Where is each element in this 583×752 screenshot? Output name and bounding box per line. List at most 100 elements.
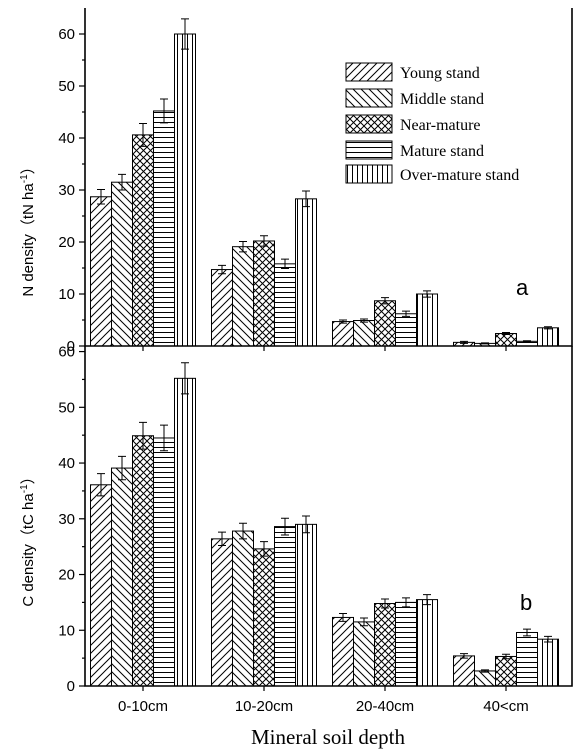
panel-a-y-tick-label-20: 20 [58, 234, 75, 251]
legend-label-middle-stand: Middle stand [400, 91, 484, 108]
panel-b-bar-near-mature-0-10cm [132, 435, 154, 687]
panel-b-error-bar-middle-stand-40-cm [481, 669, 489, 673]
panel-b-frame [84, 346, 573, 687]
panel-a-error-bar-mature-stand-20-40cm [402, 310, 410, 317]
legend: Young stand Middle stand Near-mature Mat… [345, 62, 519, 184]
panel-a-bar-young-stand-10-20cm [211, 269, 233, 347]
panel-b-error-bar-middle-stand-0-10cm [118, 455, 126, 481]
panel-a-frame [84, 8, 573, 347]
panel-a-bar-mature-stand-20-40cm [395, 313, 417, 347]
panel-b-error-bar-over-mature-stand-10-20cm [302, 515, 310, 534]
panel-a: 0 10 20 30 40 50 60 N density（tN ha-1） a Young… [19, 8, 573, 355]
panel-b-error-bar-young-stand-20-40cm [339, 613, 347, 622]
legend-swatch-over-mature-stand [345, 164, 393, 184]
panel-b-y-tick-label-10: 10 [58, 622, 75, 639]
panel-b-bar-mature-stand-40-cm [516, 631, 538, 687]
panel-a-error-bar-middle-stand-40-cm [481, 342, 489, 345]
panel-b-error-bar-mature-stand-0-10cm [160, 424, 168, 452]
panel-a-error-bar-mature-stand-0-10cm [160, 98, 168, 124]
panel-b-error-bar-young-stand-40-cm [460, 653, 468, 659]
panel-a-bar-mature-stand-10-20cm [274, 263, 296, 347]
panel-a-bar-middle-stand-10-20cm [232, 246, 254, 347]
legend-label-mature-stand: Mature stand [400, 143, 484, 160]
panel-a-y-tick-label-50: 50 [58, 78, 75, 95]
x-tick-label-10-20cm: 10-20cm [235, 698, 293, 715]
panel-a-error-bar-young-stand-20-40cm [339, 319, 347, 324]
panel-b-error-bar-mature-stand-20-40cm [402, 597, 410, 608]
panel-b-bar-middle-stand-10-20cm [232, 530, 254, 687]
panel-b-bar-young-stand-40-cm [453, 655, 475, 687]
panel-b-bar-near-mature-20-40cm [374, 603, 396, 687]
panel-a-error-bar-young-stand-0-10cm [97, 188, 105, 205]
panel-b-y-tick-label-60: 60 [58, 344, 75, 361]
legend-swatch-mature-stand [345, 140, 393, 160]
panel-b-error-bar-mature-stand-10-20cm [281, 517, 289, 536]
panel-a-y-tick-label-40: 40 [58, 130, 75, 147]
panel-b-bar-over-mature-stand-0-10cm [174, 377, 196, 687]
x-tick-label-20-40cm: 20-40cm [356, 698, 414, 715]
panel-b-bar-mature-stand-10-20cm [274, 526, 296, 687]
panel-a-y-label: N density（tN ha-1） [19, 159, 37, 296]
panel-b-error-bar-mature-stand-40-cm [523, 628, 531, 637]
panel-a-error-bar-near-mature-20-40cm [381, 297, 389, 305]
panel-b-error-bars [97, 362, 552, 673]
panel-b: 0 10 20 30 40 50 60 C density（tC ha-1） b 0-10c… [19, 344, 573, 715]
panel-a-error-bar-near-mature-0-10cm [139, 122, 147, 147]
panel-b-bar-middle-stand-0-10cm [111, 467, 133, 687]
panel-b-bar-over-mature-stand-10-20cm [295, 523, 317, 687]
panel-b-error-bar-near-mature-20-40cm [381, 598, 389, 609]
panel-a-error-bar-over-mature-stand-40-cm [544, 326, 552, 330]
panel-a-bar-near-mature-10-20cm [253, 240, 275, 347]
panel-a-bar-over-mature-stand-40-cm [537, 327, 559, 347]
panel-b-y-label: C density（tC ha-1） [19, 469, 37, 606]
panel-a-bar-mature-stand-0-10cm [153, 110, 175, 347]
panel-b-error-bar-over-mature-stand-40-cm [544, 635, 552, 643]
panel-b-y-tick-label-20: 20 [58, 567, 75, 584]
panel-b-error-bar-near-mature-10-20cm [260, 541, 268, 557]
panel-b-bar-near-mature-40-cm [495, 655, 517, 687]
panel-a-error-bar-mature-stand-10-20cm [281, 258, 289, 270]
legend-swatch-near-mature [345, 114, 393, 134]
panel-b-y-tick-label-50: 50 [58, 399, 75, 416]
panel-a-bar-near-mature-0-10cm [132, 134, 154, 347]
panel-a-x-ticks [142, 346, 507, 351]
x-axis-title: Mineral soil depth [251, 725, 405, 749]
panel-a-error-bar-near-mature-10-20cm [260, 235, 268, 247]
legend-swatch-young-stand [345, 62, 393, 82]
panel-b-letter: b [520, 590, 532, 615]
panel-b-error-bar-young-stand-10-20cm [218, 531, 226, 547]
panel-a-error-bar-middle-stand-0-10cm [118, 173, 126, 191]
panel-a-y-tick-label-60: 60 [58, 26, 75, 43]
panel-a-letter: a [516, 275, 529, 300]
panel-b-bar-mature-stand-0-10cm [153, 437, 175, 687]
panel-b-bars [90, 377, 559, 687]
panel-b-y-tick-label-40: 40 [58, 455, 75, 472]
panel-a-bar-near-mature-40-cm [495, 333, 517, 347]
panel-b-error-bar-middle-stand-20-40cm [360, 617, 368, 627]
panel-b-error-bar-over-mature-stand-20-40cm [423, 594, 431, 606]
panel-a-error-bar-middle-stand-20-40cm [360, 318, 368, 323]
panel-b-bar-mature-stand-20-40cm [395, 601, 417, 687]
panel-a-y-tick-label-30: 30 [58, 182, 75, 199]
legend-label-over-mature-stand: Over-mature stand [400, 167, 519, 184]
panel-a-error-bar-mature-stand-40-cm [523, 340, 531, 343]
panel-a-y-axis: 0 10 20 30 40 50 60 [58, 26, 85, 355]
panel-b-bar-young-stand-10-20cm [211, 538, 233, 687]
panel-a-error-bar-near-mature-40-cm [502, 331, 510, 336]
panel-a-error-bars [97, 18, 552, 345]
panel-b-bar-over-mature-stand-20-40cm [416, 599, 438, 687]
x-tick-label-0-10cm: 0-10cm [118, 698, 168, 715]
x-tick-labels: 0-10cm 10-20cm 20-40cm 40<cm [118, 698, 529, 715]
panel-a-error-bar-over-mature-stand-0-10cm [181, 18, 189, 50]
panel-b-bar-over-mature-stand-40-cm [537, 638, 559, 687]
panel-a-bar-over-mature-stand-0-10cm [174, 33, 196, 347]
panel-b-x-ticks [142, 686, 507, 691]
panel-b-bar-young-stand-20-40cm [332, 616, 354, 687]
panel-a-bar-young-stand-20-40cm [332, 321, 354, 347]
panel-b-y-tick-label-0: 0 [67, 678, 75, 695]
panel-a-bar-middle-stand-20-40cm [353, 320, 375, 347]
panel-a-bar-over-mature-stand-10-20cm [295, 198, 317, 347]
panel-a-y-tick-label-10: 10 [58, 286, 75, 303]
x-tick-label-40-cm: 40<cm [483, 698, 528, 715]
